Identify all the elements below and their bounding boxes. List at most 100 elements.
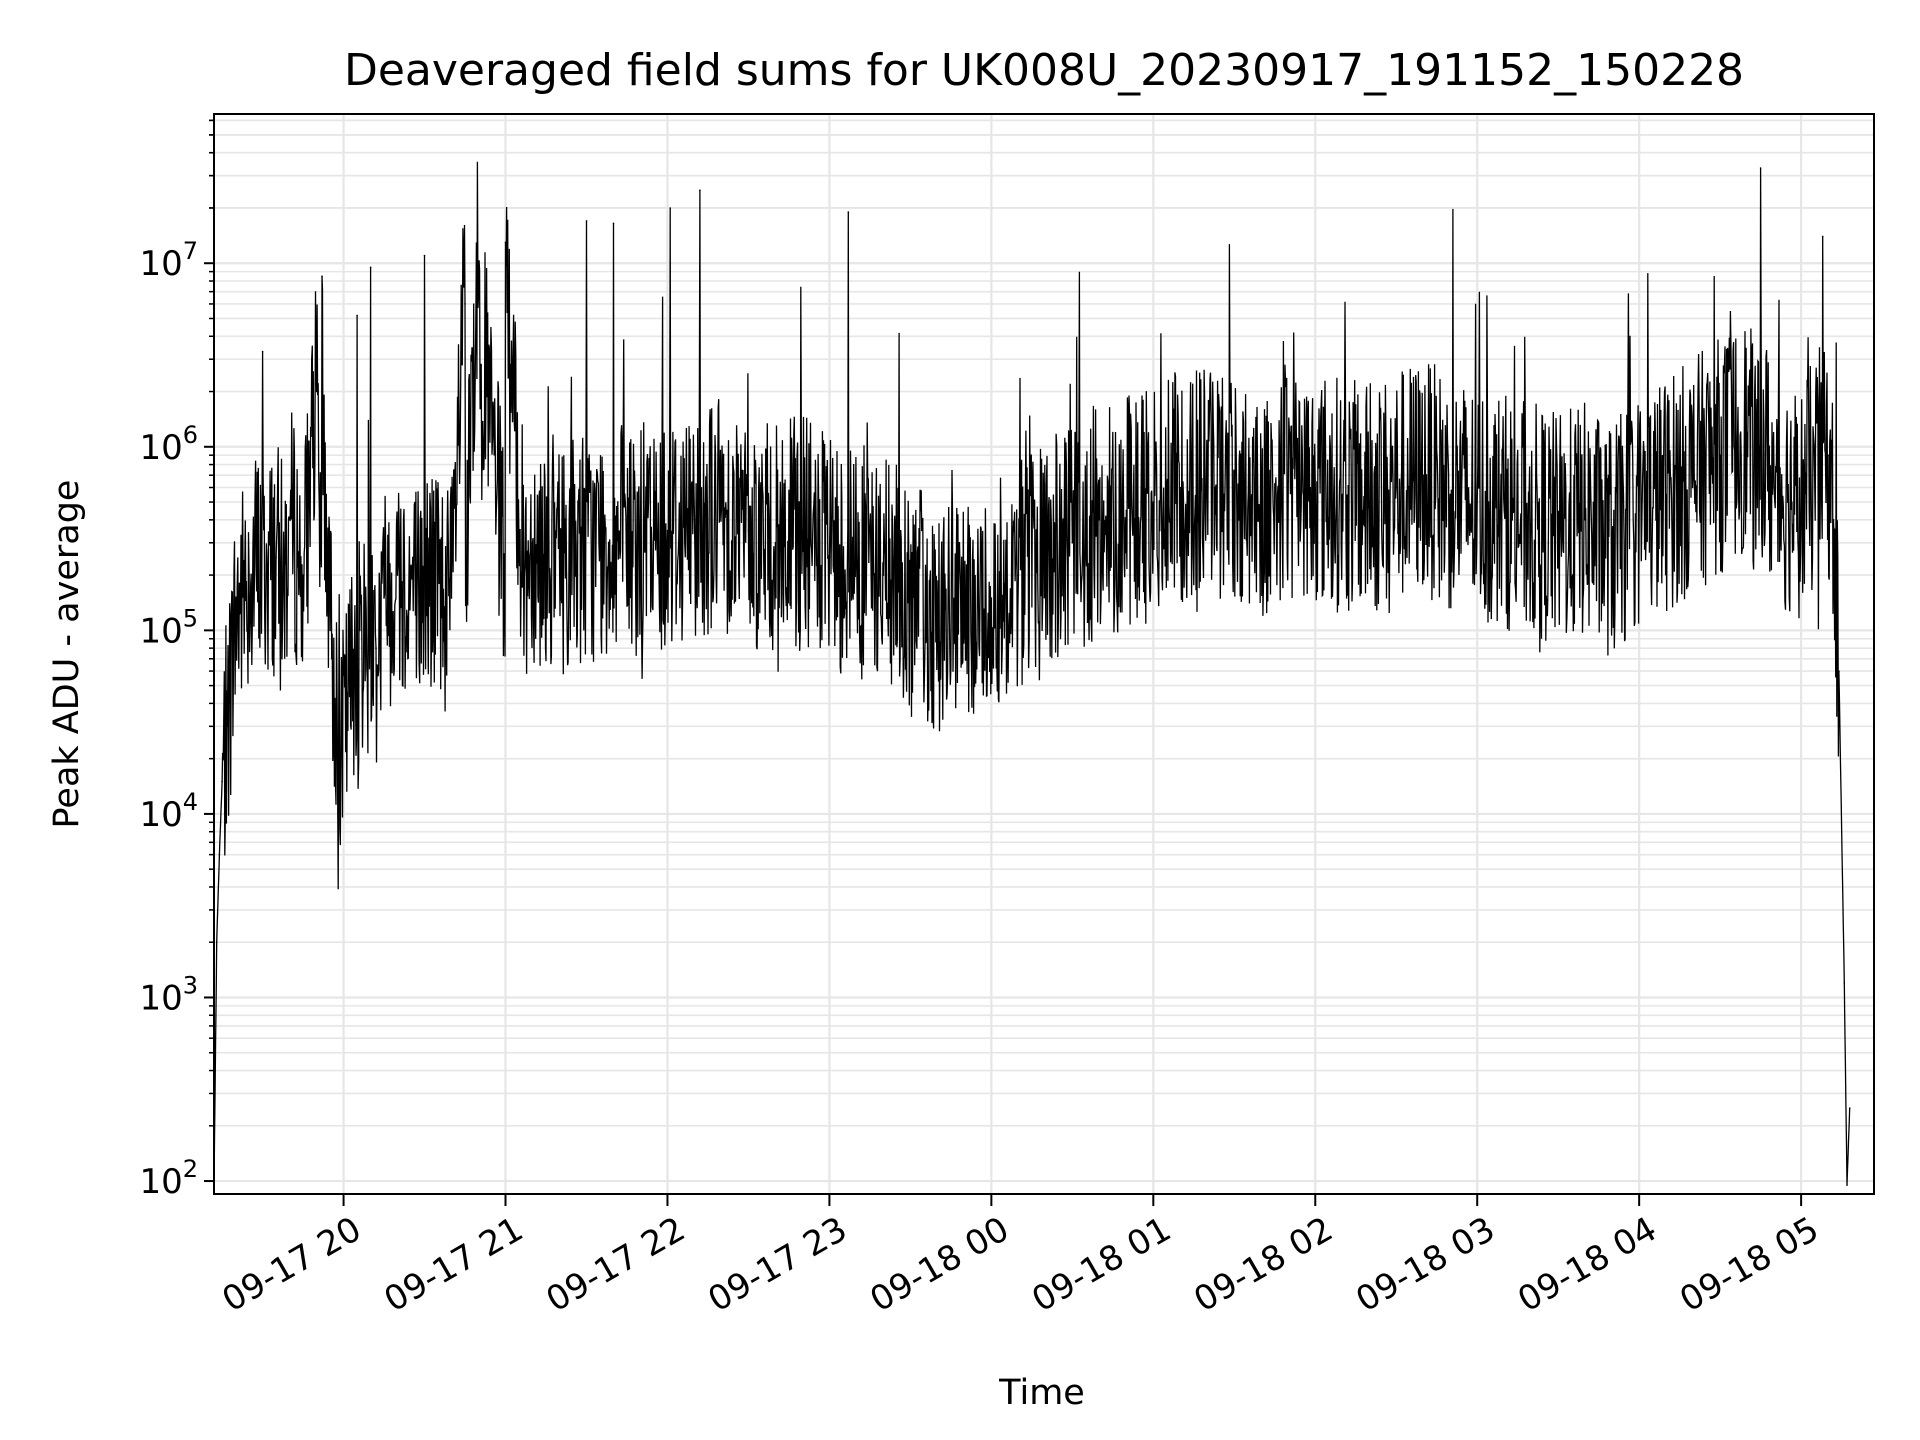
data-point (321, 275, 323, 278)
data-point (990, 597, 993, 599)
data-point (1044, 556, 1047, 559)
data-point (855, 556, 858, 559)
data-point (1503, 509, 1505, 512)
data-point (226, 725, 229, 728)
data-point (329, 629, 331, 632)
data-point (1017, 574, 1020, 576)
data-point (669, 207, 671, 209)
data-point (359, 629, 361, 632)
data-point (1584, 519, 1586, 521)
data-point (1071, 542, 1074, 544)
data-point (1287, 480, 1290, 482)
data-point (1341, 493, 1344, 496)
data-point (720, 509, 723, 512)
data-point (531, 542, 534, 544)
y-tick-label: 105 (139, 604, 198, 651)
data-point (283, 582, 286, 585)
data-point (1368, 501, 1371, 503)
data-point (523, 574, 526, 576)
data-point (464, 303, 466, 305)
data-point (1692, 474, 1694, 477)
data-point (221, 780, 223, 783)
data-point (882, 574, 885, 576)
data-point (504, 241, 507, 244)
data-point (302, 574, 304, 576)
data-point (1719, 454, 1721, 457)
data-point (218, 853, 221, 856)
series-layer (213, 161, 1851, 1191)
data-point (1476, 501, 1478, 503)
y-axis-title: Peak ADU - average (47, 480, 87, 829)
data-point (693, 519, 696, 521)
data-point (828, 556, 831, 559)
data-point (1530, 519, 1532, 521)
data-point (275, 556, 277, 559)
data-point (1314, 486, 1317, 489)
data-point (1260, 501, 1263, 503)
data-point (1557, 529, 1559, 532)
data-point (1846, 1184, 1848, 1186)
data-point (1827, 454, 1829, 457)
data-point (1665, 493, 1667, 496)
data-point (774, 542, 777, 544)
data-point (375, 647, 377, 649)
data-point (1746, 431, 1748, 434)
data-point (1759, 167, 1762, 169)
data-point (1838, 670, 1840, 672)
data-point (558, 556, 561, 559)
data-point (1800, 501, 1802, 503)
x-axis-title: Time (998, 1373, 1085, 1413)
data-point (847, 211, 850, 213)
data-point (909, 597, 912, 599)
data-point (1395, 486, 1397, 489)
data-point (1813, 474, 1816, 477)
data-point (963, 629, 966, 632)
plot-area-frame (213, 113, 1875, 1195)
data-point (1843, 982, 1846, 984)
data-point (288, 519, 291, 521)
data-point (666, 529, 669, 532)
data-point (1611, 542, 1613, 544)
data-point (1179, 486, 1182, 489)
data-point (699, 189, 701, 191)
data-point (1152, 501, 1155, 503)
data-point (215, 941, 218, 943)
data-point (234, 615, 237, 617)
data-point (1638, 509, 1640, 512)
data-point (356, 314, 358, 317)
chart-title: Deaveraged field sums for UK008U_2023091… (344, 45, 1744, 96)
data-point (1773, 486, 1775, 489)
y-tick-label: 104 (139, 788, 198, 835)
data-point (1449, 493, 1451, 496)
data-point (1206, 474, 1209, 477)
data-point (261, 350, 264, 353)
data-point (340, 757, 342, 760)
data-point (423, 254, 426, 257)
data-point (1848, 1107, 1851, 1109)
data-point (1821, 235, 1824, 238)
data-point (599, 542, 601, 544)
data-point (383, 597, 385, 599)
data-point (396, 574, 399, 576)
data-point (801, 529, 804, 532)
y-tick-label: 102 (139, 1155, 198, 1202)
y-tick-label: 103 (139, 971, 198, 1018)
data-point (1832, 519, 1835, 521)
data-point (936, 615, 939, 617)
data-point (248, 574, 250, 576)
data-point (1233, 486, 1236, 489)
series-line (213, 161, 1851, 1190)
data-point (369, 266, 372, 269)
y-tick-label: 107 (139, 237, 198, 284)
data-point (1098, 519, 1101, 521)
data-point (1422, 474, 1424, 477)
data-point (612, 222, 615, 225)
data-point (1125, 509, 1128, 512)
data-point (450, 597, 453, 599)
data-point (639, 542, 642, 544)
data-point (1004, 582, 1006, 585)
y-tick-label: 106 (139, 421, 198, 468)
